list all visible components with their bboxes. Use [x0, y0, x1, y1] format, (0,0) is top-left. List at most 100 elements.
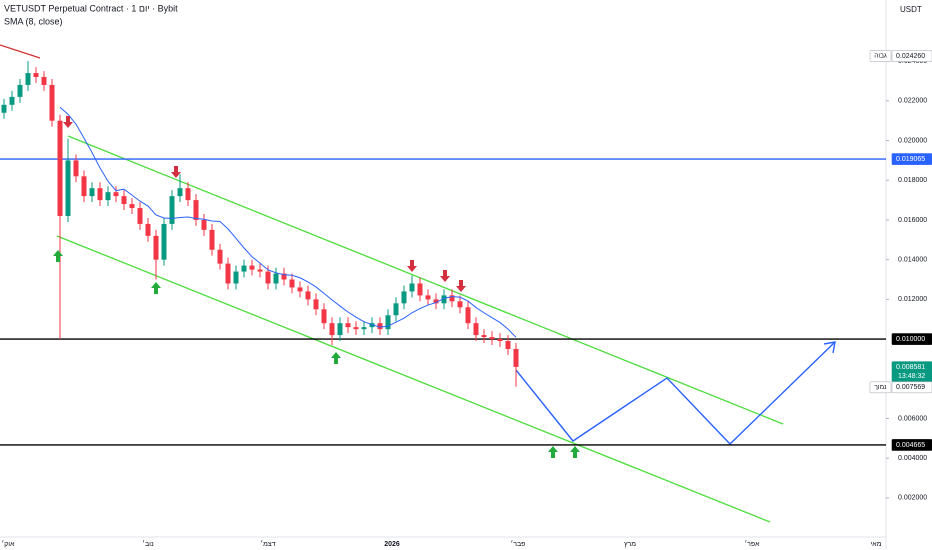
- candle-body: [441, 295, 447, 304]
- candle-body: [273, 273, 279, 284]
- candle-body: [233, 271, 239, 284]
- channel-upper: [67, 135, 784, 425]
- candle-body: [305, 291, 311, 300]
- candle-body: [217, 249, 223, 264]
- candle-body: [145, 223, 151, 236]
- candle-body: [337, 323, 343, 336]
- candle-body: [17, 84, 23, 97]
- candle-body: [25, 73, 31, 85]
- candle-body: [89, 188, 95, 197]
- sell-arrow: [440, 270, 450, 282]
- candle-body: [153, 235, 159, 260]
- candle-body: [457, 301, 463, 308]
- projection-path: [515, 341, 836, 445]
- candle-body: [97, 188, 103, 201]
- price-badge: [891, 50, 932, 62]
- channel-lower: [56, 235, 771, 523]
- countdown-label: 13:48:32: [898, 373, 925, 380]
- candle-body: [33, 73, 39, 78]
- price-badge: [891, 381, 932, 394]
- candle-body: [425, 295, 431, 300]
- note-label: גבוה: [874, 53, 887, 60]
- candle-body: [297, 287, 303, 292]
- currency-label: USDT: [900, 5, 922, 14]
- x-tick-label: אוק׳: [1, 540, 15, 548]
- price-badge-label: 0.024260: [896, 53, 925, 60]
- drawings: [0, 44, 836, 523]
- candle-body: [161, 223, 167, 260]
- candle-body: [481, 335, 487, 338]
- price-badge: [891, 439, 932, 451]
- buy-arrow: [331, 352, 341, 364]
- candle-body: [113, 192, 119, 197]
- candle-body: [505, 341, 511, 349]
- candle-body: [345, 323, 351, 328]
- candle-body: [185, 188, 191, 201]
- buy-arrow: [570, 446, 580, 458]
- y-tick-label: 0.004000: [898, 455, 927, 462]
- note-badge: [869, 50, 892, 62]
- candle-body: [473, 323, 479, 336]
- candle-body: [41, 77, 47, 85]
- candle-body: [57, 120, 63, 216]
- trend-line: [0, 44, 41, 59]
- candle-body: [249, 265, 255, 270]
- candle-body: [393, 303, 399, 316]
- sell-arrow: [171, 166, 181, 178]
- candle-body: [417, 283, 423, 296]
- buy-arrow: [151, 282, 161, 294]
- candle-body: [489, 337, 495, 340]
- x-tick-label: דצמ׳: [260, 540, 275, 548]
- candle-body: [361, 327, 367, 330]
- y-tick-label: 0.006000: [898, 415, 927, 422]
- note-badge: [869, 381, 892, 394]
- buy-arrow: [548, 446, 558, 458]
- y-tick-label: 0.014000: [898, 257, 927, 264]
- indicator-label: SMA (8, close): [4, 16, 63, 26]
- candle-body: [281, 273, 287, 280]
- candle-body: [137, 208, 143, 224]
- candle-body: [73, 160, 79, 177]
- candle-body: [201, 219, 207, 230]
- price-badge: [891, 153, 932, 165]
- candle-body: [377, 323, 383, 330]
- price-badge-label: 0.010000: [896, 336, 925, 343]
- candle-body: [169, 196, 175, 224]
- candle-body: [313, 299, 319, 310]
- candle-body: [353, 327, 359, 330]
- y-tick-label: 0.012000: [898, 296, 927, 303]
- price-badge-label: 0.007569: [896, 384, 925, 391]
- candle-body: [449, 295, 455, 302]
- candle-body: [209, 229, 215, 250]
- x-tick-label: אפר׳: [744, 540, 760, 548]
- price-badge-label: 0.004665: [896, 442, 925, 449]
- candle-body: [409, 283, 415, 292]
- candle-body: [193, 200, 199, 220]
- candle-body: [465, 307, 471, 324]
- x-tick-label: 2026: [384, 541, 400, 548]
- y-tick-label: 0.020000: [898, 137, 927, 144]
- candle-body: [65, 160, 71, 216]
- candle-body: [289, 279, 295, 288]
- projection-arrowhead: [823, 341, 836, 354]
- candle-body: [401, 291, 407, 304]
- candle-body: [433, 299, 439, 304]
- candle-body: [265, 271, 271, 284]
- x-tick-label: מאי: [870, 541, 881, 548]
- candle-body: [105, 192, 111, 201]
- candle-body: [513, 348, 519, 367]
- chart-title: VETUSDT Perpetual Contract · 1 יום · Byb…: [4, 3, 178, 13]
- candle-body: [177, 188, 183, 197]
- sma-line: [59, 106, 517, 338]
- candle-body: [1, 104, 7, 113]
- buy-arrow: [53, 250, 63, 262]
- sell-arrow: [407, 260, 417, 272]
- y-tick-label: 0.022000: [898, 98, 927, 105]
- note-label: נמוך: [874, 384, 887, 391]
- candle-body: [225, 263, 231, 284]
- candle-body: [385, 315, 391, 330]
- candle-body: [241, 265, 247, 272]
- y-tick-label: 0.016000: [898, 217, 927, 224]
- x-tick-label: מרץ: [624, 541, 636, 548]
